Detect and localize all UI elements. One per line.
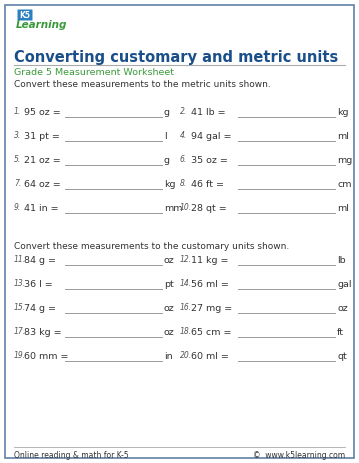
Text: 60 ml =: 60 ml =	[191, 352, 229, 361]
Text: ml: ml	[337, 204, 349, 213]
Text: pt: pt	[164, 280, 174, 289]
Text: 84 g =: 84 g =	[24, 256, 56, 265]
Text: Learning: Learning	[16, 20, 67, 30]
Text: 11.: 11.	[14, 255, 26, 264]
FancyBboxPatch shape	[5, 5, 354, 458]
Text: qt: qt	[337, 352, 347, 361]
Text: 28 qt =: 28 qt =	[191, 204, 227, 213]
Text: kg: kg	[337, 108, 349, 117]
Text: 4.: 4.	[180, 131, 187, 140]
Text: 21 oz =: 21 oz =	[24, 156, 61, 165]
Text: lb: lb	[337, 256, 346, 265]
Text: 74 g =: 74 g =	[24, 304, 56, 313]
Text: 13.: 13.	[14, 279, 26, 288]
Text: ©  www.k5learning.com: © www.k5learning.com	[253, 451, 345, 460]
Text: Converting customary and metric units: Converting customary and metric units	[14, 50, 338, 65]
Text: 56 ml =: 56 ml =	[191, 280, 229, 289]
Text: ml: ml	[337, 132, 349, 141]
Text: 16.: 16.	[180, 303, 192, 312]
Text: Grade 5 Measurement Worksheet: Grade 5 Measurement Worksheet	[14, 68, 174, 77]
Text: 27 mg =: 27 mg =	[191, 304, 232, 313]
Text: cm: cm	[337, 180, 351, 189]
Text: 1.: 1.	[14, 107, 21, 116]
Text: g: g	[164, 108, 170, 117]
Text: 64 oz =: 64 oz =	[24, 180, 61, 189]
Text: 14.: 14.	[180, 279, 192, 288]
Text: 41 in =: 41 in =	[24, 204, 59, 213]
Text: 2.: 2.	[180, 107, 187, 116]
Text: 18.: 18.	[180, 327, 192, 336]
Text: 8.: 8.	[180, 179, 187, 188]
Text: 20.: 20.	[180, 351, 192, 360]
Text: 65 cm =: 65 cm =	[191, 328, 232, 337]
Text: 36 l =: 36 l =	[24, 280, 53, 289]
Text: 83 kg =: 83 kg =	[24, 328, 62, 337]
FancyBboxPatch shape	[18, 10, 33, 20]
Text: 94 gal =: 94 gal =	[191, 132, 232, 141]
Text: Convert these measurements to the metric units shown.: Convert these measurements to the metric…	[14, 80, 271, 89]
Text: K5: K5	[19, 11, 31, 19]
Text: mm: mm	[164, 204, 182, 213]
Text: mg: mg	[337, 156, 352, 165]
Text: 95 oz =: 95 oz =	[24, 108, 61, 117]
Text: 9.: 9.	[14, 203, 21, 212]
Text: oz: oz	[164, 256, 175, 265]
Text: oz: oz	[164, 328, 175, 337]
Text: 60 mm =: 60 mm =	[24, 352, 69, 361]
Text: 15.: 15.	[14, 303, 26, 312]
Text: Online reading & math for K-5: Online reading & math for K-5	[14, 451, 129, 460]
Text: 31 pt =: 31 pt =	[24, 132, 60, 141]
Text: l: l	[164, 132, 167, 141]
Text: kg: kg	[164, 180, 176, 189]
Text: 19.: 19.	[14, 351, 26, 360]
Text: 5.: 5.	[14, 155, 21, 164]
Text: g: g	[164, 156, 170, 165]
Text: 6.: 6.	[180, 155, 187, 164]
Text: gal: gal	[337, 280, 351, 289]
Text: 3.: 3.	[14, 131, 21, 140]
Text: oz: oz	[337, 304, 348, 313]
Text: 7.: 7.	[14, 179, 21, 188]
Text: 35 oz =: 35 oz =	[191, 156, 228, 165]
Text: 11 kg =: 11 kg =	[191, 256, 228, 265]
Text: 12.: 12.	[180, 255, 192, 264]
Text: 10.: 10.	[180, 203, 192, 212]
Text: 17.: 17.	[14, 327, 26, 336]
Text: ft: ft	[337, 328, 344, 337]
Text: in: in	[164, 352, 173, 361]
Text: Convert these measurements to the customary units shown.: Convert these measurements to the custom…	[14, 242, 289, 251]
Text: 46 ft =: 46 ft =	[191, 180, 224, 189]
Text: 41 lb =: 41 lb =	[191, 108, 225, 117]
Text: oz: oz	[164, 304, 175, 313]
